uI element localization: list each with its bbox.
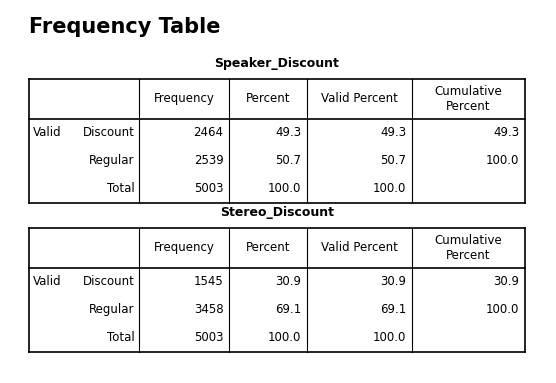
Text: 30.9: 30.9 [380,275,406,288]
Text: Valid: Valid [33,275,62,288]
Text: 30.9: 30.9 [275,275,301,288]
Text: 2464: 2464 [193,126,224,139]
Text: 5003: 5003 [194,182,224,195]
Text: Stereo_Discount: Stereo_Discount [220,206,334,219]
Text: Regular: Regular [89,154,135,167]
Text: Discount: Discount [83,126,135,139]
Text: Total: Total [107,331,135,344]
Text: 100.0: 100.0 [268,182,301,195]
Text: Valid: Valid [33,126,62,139]
Text: 1545: 1545 [193,275,224,288]
Text: Speaker_Discount: Speaker_Discount [215,57,339,70]
Text: Discount: Discount [83,275,135,288]
Text: Percent: Percent [246,92,290,105]
Text: 100.0: 100.0 [373,182,406,195]
Text: 49.3: 49.3 [275,126,301,139]
Text: 100.0: 100.0 [486,154,519,167]
Text: Valid Percent: Valid Percent [321,92,398,105]
Text: 30.9: 30.9 [493,275,519,288]
Text: 69.1: 69.1 [380,303,406,316]
Text: Valid Percent: Valid Percent [321,241,398,254]
Text: 3458: 3458 [194,303,224,316]
Text: 49.3: 49.3 [493,126,519,139]
Text: Total: Total [107,182,135,195]
Text: Regular: Regular [89,303,135,316]
Text: Frequency Table: Frequency Table [29,17,220,37]
Text: Frequency: Frequency [153,241,215,254]
Text: Cumulative
Percent: Cumulative Percent [435,85,502,113]
Text: 100.0: 100.0 [373,331,406,344]
Text: 69.1: 69.1 [275,303,301,316]
Text: 50.7: 50.7 [380,154,406,167]
Text: 100.0: 100.0 [486,303,519,316]
Text: Percent: Percent [246,241,290,254]
Text: 49.3: 49.3 [380,126,406,139]
Text: Cumulative
Percent: Cumulative Percent [435,234,502,262]
Text: 5003: 5003 [194,331,224,344]
Text: 2539: 2539 [193,154,224,167]
Text: Frequency: Frequency [153,92,215,105]
Text: 100.0: 100.0 [268,331,301,344]
Text: 50.7: 50.7 [275,154,301,167]
